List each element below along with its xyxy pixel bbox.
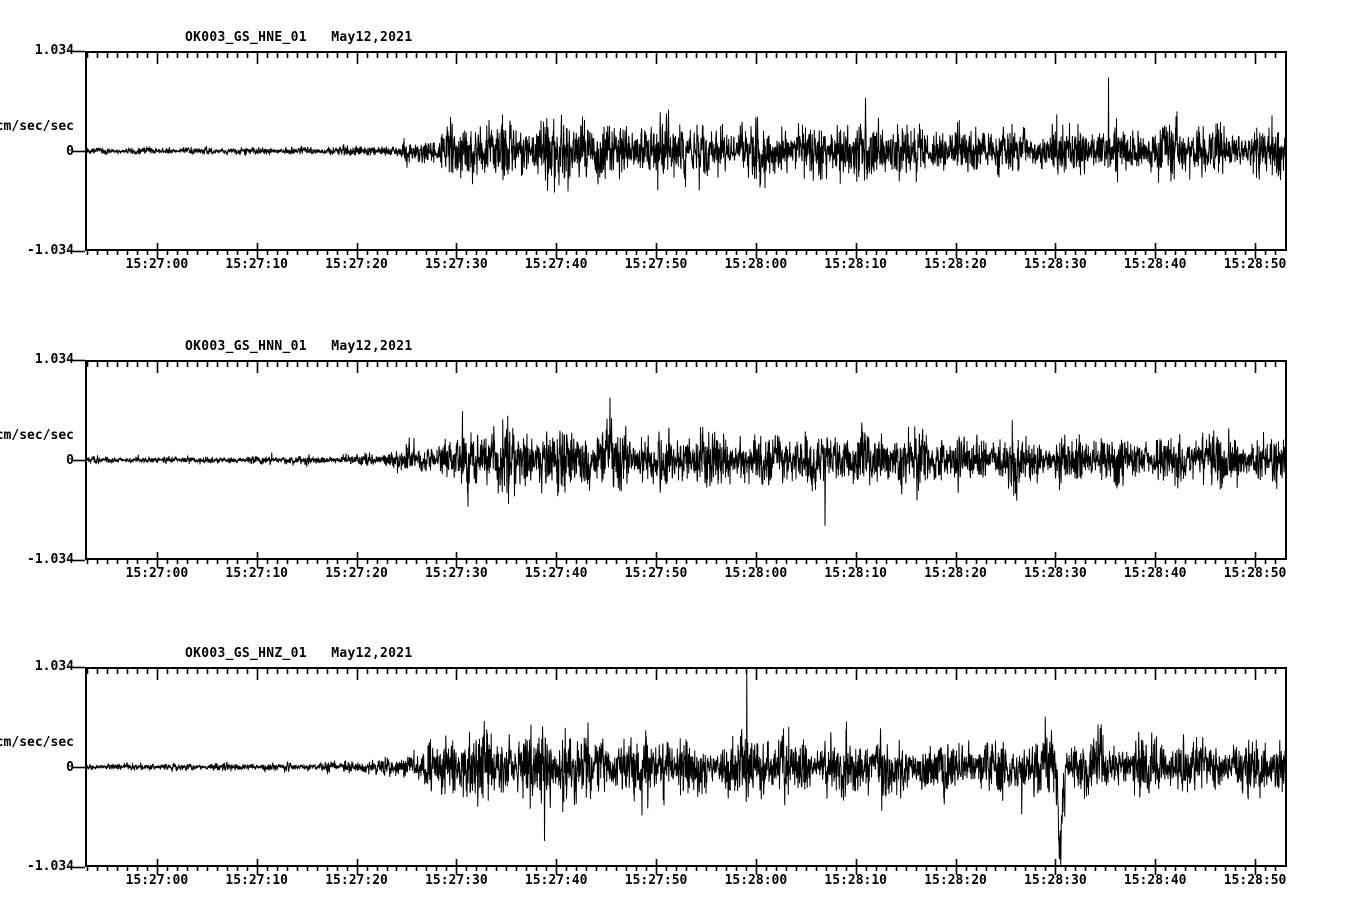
plot-frame-hne: [85, 51, 1287, 251]
x-tick-label: 15:27:50: [624, 257, 688, 272]
x-tick-label: 15:27:10: [225, 873, 289, 888]
x-tick-label: 15:28:00: [724, 257, 788, 272]
waveform-area-hnn: [87, 362, 1285, 558]
x-tick-label: 15:28:30: [1024, 566, 1087, 581]
x-tick-label: 15:28:50: [1223, 873, 1287, 888]
y-axis-max-label-hnz: 1.034: [34, 659, 74, 674]
plot-frame-hnn: [85, 360, 1287, 560]
x-tick-label: 15:28:00: [724, 566, 788, 581]
x-tick-label: 15:28:20: [924, 873, 987, 888]
waveform-area-hnz: [87, 669, 1285, 865]
x-tick-label: 15:27:40: [524, 257, 588, 272]
waveform-trace: [87, 77, 1285, 192]
x-tick-label: 15:27:20: [325, 566, 388, 581]
x-tick-label: 15:28:20: [924, 257, 987, 272]
x-tick-label: 15:28:40: [1123, 257, 1187, 272]
y-axis-unit-label-hnz: cm/sec/sec: [0, 735, 74, 750]
seismogram-panel-hnz: OK003_GS_HNZ_01 May12,2021 1.034 cm/sec/…: [0, 616, 1358, 916]
y-axis-min-label-hnz: -1.034: [27, 859, 74, 874]
plot-frame-hnz: [85, 667, 1287, 867]
x-tick-label: 15:27:30: [425, 566, 488, 581]
x-tick-label: 15:28:00: [724, 873, 788, 888]
y-axis-min-label-hnn: -1.034: [27, 552, 74, 567]
x-axis-labels-hnz: 15:27:00 15:27:10 15:27:20 15:27:30 15:27:40…: [0, 874, 1358, 892]
x-tick-label: 15:27:20: [325, 873, 388, 888]
x-tick-label: 15:27:00: [125, 257, 189, 272]
y-axis-zero-label-hne: 0: [66, 144, 74, 159]
panel-title-hnn: OK003_GS_HNN_01 May12,2021: [185, 339, 413, 354]
x-tick-label: 15:27:10: [225, 566, 289, 581]
x-tick-label: 15:28:30: [1024, 873, 1087, 888]
x-tick-label: 15:28:10: [824, 566, 888, 581]
x-tick-label: 15:28:30: [1024, 257, 1087, 272]
x-axis-labels-hne: 15:27:00 15:27:10 15:27:20 15:27:30 15:27:40…: [0, 258, 1358, 276]
panel-title-hnz: OK003_GS_HNZ_01 May12,2021: [185, 646, 413, 661]
x-tick-label: 15:27:00: [125, 566, 189, 581]
y-axis-zero-label-hnz: 0: [66, 760, 74, 775]
x-tick-label: 15:28:40: [1123, 873, 1187, 888]
x-tick-label: 15:27:40: [524, 566, 588, 581]
x-tick-label: 15:27:10: [225, 257, 289, 272]
x-tick-label: 15:27:30: [425, 257, 488, 272]
y-axis-zero-label-hnn: 0: [66, 453, 74, 468]
x-tick-label: 15:27:20: [325, 257, 388, 272]
waveform-area-hne: [87, 53, 1285, 249]
y-axis-unit-label-hne: cm/sec/sec: [0, 119, 74, 134]
waveform-trace: [87, 669, 1285, 865]
y-axis-max-label-hnn: 1.034: [34, 352, 74, 367]
x-tick-label: 15:28:10: [824, 873, 888, 888]
x-tick-label: 15:28:20: [924, 566, 987, 581]
seismogram-panel-hnn: OK003_GS_HNN_01 May12,2021 1.034 cm/sec/…: [0, 309, 1358, 609]
panel-title-hne: OK003_GS_HNE_01 May12,2021: [185, 30, 413, 45]
x-tick-label: 15:28:50: [1223, 257, 1287, 272]
x-tick-label: 15:27:00: [125, 873, 189, 888]
x-tick-label: 15:27:30: [425, 873, 488, 888]
x-tick-label: 15:27:50: [624, 566, 688, 581]
seismogram-panel-hne: OK003_GS_HNE_01 May12,2021 1.034 cm/sec/…: [0, 0, 1358, 300]
y-axis-unit-label-hnn: cm/sec/sec: [0, 428, 74, 443]
x-tick-label: 15:27:40: [524, 873, 588, 888]
x-tick-label: 15:27:50: [624, 873, 688, 888]
x-tick-label: 15:28:40: [1123, 566, 1187, 581]
y-axis-max-label-hne: 1.034: [34, 43, 74, 58]
x-tick-label: 15:28:50: [1223, 566, 1287, 581]
x-tick-label: 15:28:10: [824, 257, 888, 272]
waveform-trace: [87, 397, 1285, 525]
x-axis-labels-hnn: 15:27:00 15:27:10 15:27:20 15:27:30 15:27:40…: [0, 567, 1358, 585]
y-axis-min-label-hne: -1.034: [27, 243, 74, 258]
